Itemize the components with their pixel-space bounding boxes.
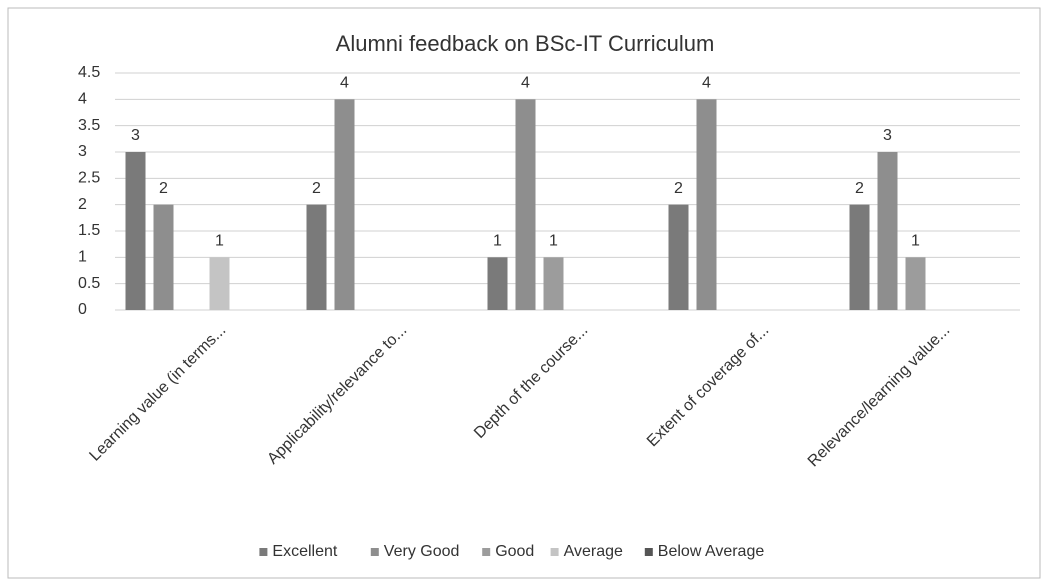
legend-swatch bbox=[644, 548, 653, 556]
data-label: 1 bbox=[493, 233, 502, 250]
y-tick-label: 0.5 bbox=[78, 275, 100, 292]
legend-swatch bbox=[482, 548, 491, 556]
bar bbox=[209, 257, 230, 310]
y-tick-label: 4 bbox=[78, 91, 87, 108]
data-label: 4 bbox=[702, 75, 711, 92]
data-label: 4 bbox=[340, 75, 349, 92]
bar bbox=[877, 152, 898, 310]
y-tick-label: 4.5 bbox=[78, 64, 100, 81]
data-label: 4 bbox=[521, 75, 530, 92]
y-tick-label: 1 bbox=[78, 249, 87, 266]
data-label: 1 bbox=[911, 233, 920, 250]
bar bbox=[125, 152, 146, 310]
data-label: 1 bbox=[549, 233, 558, 250]
y-tick-label: 1.5 bbox=[78, 222, 100, 239]
y-tick-label: 0 bbox=[78, 301, 87, 318]
bar bbox=[849, 204, 870, 310]
data-label: 2 bbox=[159, 180, 168, 197]
bar bbox=[515, 99, 536, 310]
y-tick-label: 2.5 bbox=[78, 170, 100, 187]
chart-title: Alumni feedback on BSc-IT Curriculum bbox=[336, 31, 715, 56]
bar bbox=[696, 99, 717, 310]
legend-label: Excellent bbox=[272, 543, 337, 560]
data-label: 3 bbox=[883, 127, 892, 144]
bar bbox=[334, 99, 355, 310]
bar bbox=[668, 204, 689, 310]
data-label: 3 bbox=[131, 127, 140, 144]
legend-label: Below Average bbox=[658, 543, 765, 560]
legend-label: Very Good bbox=[384, 543, 460, 560]
data-label: 2 bbox=[312, 180, 321, 197]
data-label: 2 bbox=[674, 180, 683, 197]
legend-label: Average bbox=[564, 543, 623, 560]
legend-swatch bbox=[370, 548, 379, 556]
legend-swatch bbox=[550, 548, 559, 556]
data-label: 2 bbox=[855, 180, 864, 197]
bar bbox=[153, 204, 174, 310]
legend-label: Good bbox=[495, 543, 534, 560]
bar bbox=[306, 204, 327, 310]
data-label: 1 bbox=[215, 233, 224, 250]
bar bbox=[543, 257, 564, 310]
bar bbox=[487, 257, 508, 310]
y-tick-label: 3.5 bbox=[78, 117, 100, 134]
legend-swatch bbox=[259, 548, 268, 556]
bar bbox=[905, 257, 926, 310]
y-tick-label: 3 bbox=[78, 143, 87, 160]
y-tick-label: 2 bbox=[78, 196, 87, 213]
